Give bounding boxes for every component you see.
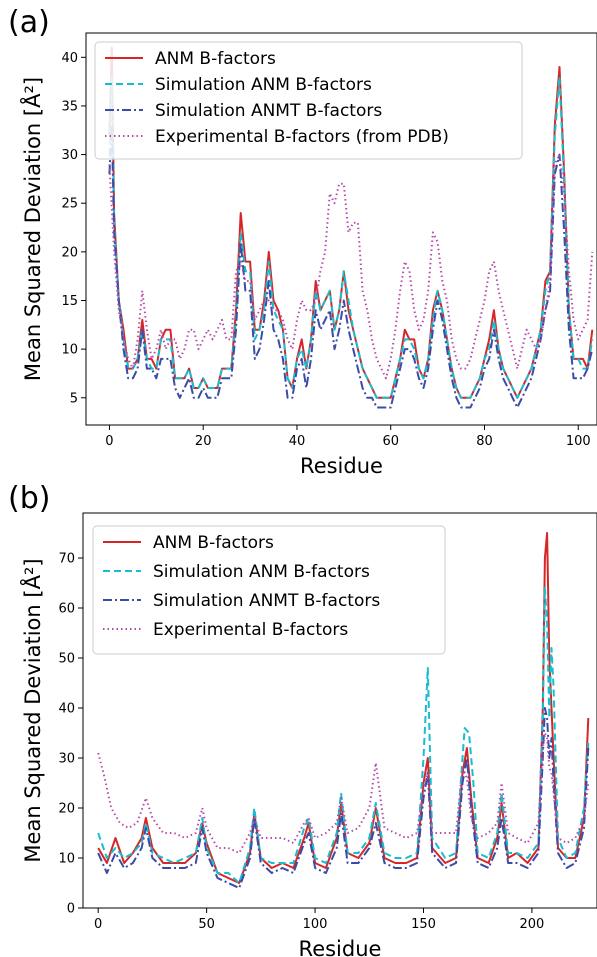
x-tick-label: 50 bbox=[198, 917, 215, 932]
y-tick-label: 70 bbox=[58, 552, 75, 567]
plot-frame bbox=[85, 32, 597, 426]
y-tick-label: 10 bbox=[58, 852, 75, 867]
y-tick-label: 20 bbox=[61, 245, 78, 260]
legend-entry: Simulation ANM B-factors bbox=[153, 562, 370, 582]
y-tick-label: 20 bbox=[58, 802, 75, 817]
y-tick-label: 5 bbox=[70, 391, 78, 406]
y-tick-label: 30 bbox=[61, 148, 78, 163]
y-tick-label: 40 bbox=[58, 702, 75, 717]
x-axis-label: Residue bbox=[299, 937, 382, 957]
legend-entry: Simulation ANM B-factors bbox=[155, 75, 372, 95]
series-line-3 bbox=[108, 124, 594, 409]
y-tick-label: 15 bbox=[61, 294, 78, 309]
y-tick-label: 0 bbox=[67, 902, 75, 917]
plot-frame bbox=[82, 512, 597, 909]
x-tick-label: 100 bbox=[303, 917, 328, 932]
x-axis-label: Residue bbox=[300, 454, 383, 478]
x-tick-label: 0 bbox=[105, 434, 113, 449]
series-group bbox=[97, 532, 590, 889]
y-tick-label: 50 bbox=[58, 652, 75, 667]
series-group bbox=[108, 46, 594, 409]
y-axis-label: Mean Squared Deviation [Å²] bbox=[19, 558, 45, 862]
legend-box bbox=[94, 41, 523, 160]
y-tick-label: 35 bbox=[61, 99, 78, 114]
legend-entry: Simulation ANMT B-factors bbox=[155, 101, 382, 121]
legend-entry: ANM B-factors bbox=[155, 49, 276, 69]
legend-entry: Experimental B-factors (from PDB) bbox=[155, 127, 449, 147]
series-line-4 bbox=[108, 153, 594, 380]
series-line-2 bbox=[108, 75, 594, 399]
series-line-3 bbox=[97, 707, 590, 889]
x-tick-label: 200 bbox=[520, 917, 545, 932]
x-tick-label: 60 bbox=[382, 434, 399, 449]
x-tick-label: 40 bbox=[289, 434, 306, 449]
panel-label: (b) bbox=[8, 481, 50, 516]
x-tick-label: 100 bbox=[566, 434, 591, 449]
y-axis-label: Mean Squared Deviation [Å²] bbox=[19, 77, 45, 381]
panel-b: (b) 0 50 100 150 200 0 10 20 30 40 50 60 70 Residue Mea… bbox=[8, 481, 597, 957]
y-tick-label: 60 bbox=[58, 602, 75, 617]
x-tick-label: 0 bbox=[94, 917, 102, 932]
series-line-2 bbox=[97, 587, 590, 884]
y-tick-label: 10 bbox=[61, 343, 78, 358]
series-line-4 bbox=[97, 732, 590, 854]
legend-box bbox=[92, 525, 446, 655]
panel-a: (a) 0 20 40 60 80 100 5 10 15 20 25 30 35 40 Residue Mea… bbox=[8, 5, 597, 478]
legend-entry: Experimental B-factors bbox=[153, 620, 348, 640]
x-tick-label: 150 bbox=[411, 917, 436, 932]
y-tick-label: 30 bbox=[58, 752, 75, 767]
y-tick-label: 25 bbox=[61, 197, 78, 212]
x-tick-label: 80 bbox=[476, 434, 493, 449]
legend-entry: ANM B-factors bbox=[153, 533, 274, 553]
legend-entry: Simulation ANMT B-factors bbox=[153, 591, 380, 611]
x-tick-label: 20 bbox=[195, 434, 212, 449]
y-tick-label: 40 bbox=[61, 51, 78, 66]
panel-label: (a) bbox=[8, 5, 50, 40]
